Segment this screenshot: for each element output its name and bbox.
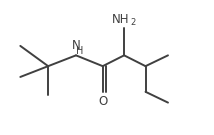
Text: H: H [76, 46, 83, 56]
Text: 2: 2 [130, 18, 135, 26]
Text: NH: NH [111, 13, 129, 26]
Text: N: N [72, 39, 80, 52]
Text: O: O [98, 95, 107, 108]
